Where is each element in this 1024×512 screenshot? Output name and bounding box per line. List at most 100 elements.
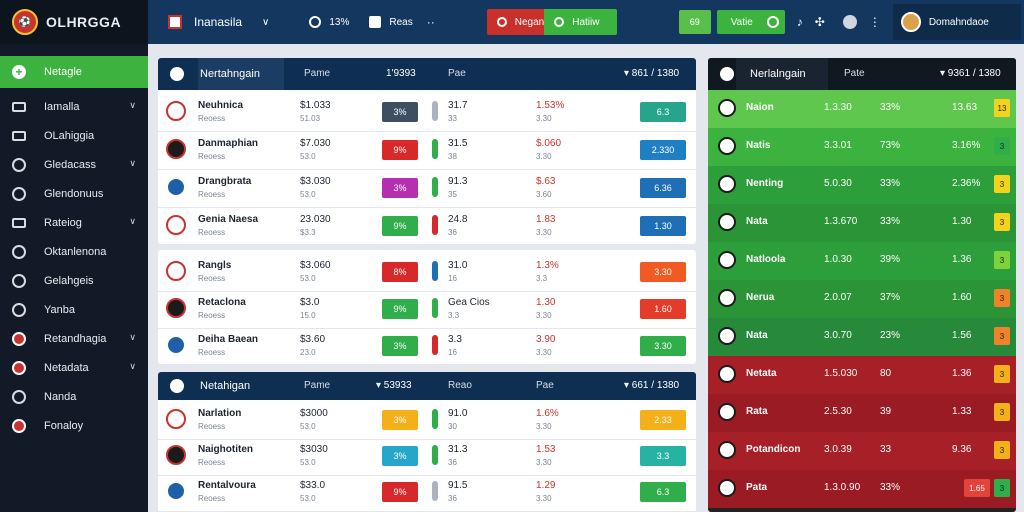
odds-button[interactable]: 3.3 [640, 446, 686, 466]
standings-row[interactable]: Nata 1.3.670 33% 1.30 3 [708, 204, 1016, 242]
tab-pate[interactable]: Pate [844, 68, 865, 79]
globe-icon[interactable] [842, 15, 857, 29]
team-name[interactable]: Naighotiten [198, 444, 253, 455]
standings-row[interactable]: Natis 3.3.01 73% 3.16% 3 [708, 128, 1016, 166]
odds-button[interactable]: 2.330 [640, 140, 686, 160]
team-name[interactable]: Danmaphian [198, 138, 259, 149]
odds-button[interactable]: 2.33 [640, 410, 686, 430]
vote-button[interactable]: Vatie [716, 10, 785, 34]
sidebar-item[interactable]: Glendonuus [0, 179, 148, 208]
table-row[interactable]: Deiha Baean Reoess $3.60 23.0 3% 3.3 16 3.90 3.3… [158, 326, 696, 364]
tab-rank[interactable]: 1'9393 [386, 68, 416, 79]
standings-row[interactable]: Potandicon 3.0.39 33 9.36 3 [708, 432, 1016, 470]
standings-row[interactable]: Nata 3.0.70 23% 1.56 3 [708, 318, 1016, 356]
more-icon[interactable]: ⋮ [868, 15, 881, 29]
team-name[interactable]: Naion [746, 102, 774, 113]
sidebar-item[interactable]: Nanda [0, 382, 148, 411]
sidebar-item[interactable]: Gelahgeis [0, 266, 148, 295]
standings-row[interactable]: Netata 1.5.030 80 1.36 3 [708, 356, 1016, 394]
rank-chip[interactable]: 3 [994, 137, 1010, 155]
odds-button[interactable]: 6.3 [640, 102, 686, 122]
rank-chip[interactable]: 3 [994, 289, 1010, 307]
rank-chip[interactable]: 3 [994, 213, 1010, 231]
brand[interactable]: ⚽ OLHRGGA [0, 0, 148, 44]
tab-range[interactable]: ▾ 661 / 1380 [624, 380, 680, 391]
team-name[interactable]: Retaclona [198, 297, 246, 308]
standings-row[interactable]: Naion 1.3.30 33% 13.63 13 [708, 90, 1016, 128]
user-menu[interactable]: Domahndaoe [892, 4, 1021, 40]
more-icon[interactable]: ·· [426, 15, 435, 29]
team-name[interactable]: Netata [746, 368, 777, 379]
rank-chip[interactable]: 3 [994, 175, 1010, 193]
panel-title[interactable]: Nertahngain [200, 68, 260, 80]
rank-chip[interactable]: 3 [994, 479, 1010, 497]
tab-range[interactable]: ▾ 861 / 1380 [624, 68, 680, 79]
team-name[interactable]: Natis [746, 140, 771, 151]
odds-chip[interactable]: 1.65 [964, 479, 990, 497]
panel-title[interactable]: Netahigan [200, 380, 251, 392]
sidebar-item[interactable]: Retandhagia ∨ [0, 324, 148, 353]
team-name[interactable]: Deiha Baean [198, 334, 259, 345]
team-name[interactable]: Rata [746, 406, 768, 417]
table-row[interactable]: Rentalvoura Reoess $33.0 53.0 9% 91.5 36 1.29 3.… [158, 472, 696, 512]
team-name[interactable]: Nenting [746, 178, 784, 189]
sidebar-item[interactable]: Yanba [0, 295, 148, 324]
odds-button[interactable]: 1.60 [640, 299, 686, 319]
tab-name[interactable]: Pame [304, 68, 331, 79]
table-row[interactable]: Retaclona Reoess $3.0 15.0 9% Gea Cios 3.3 1.30… [158, 289, 696, 329]
table-row[interactable]: Danmaphian Reoess $7.030 53.0 9% 31.5 38 $.060 3… [158, 130, 696, 170]
table-row[interactable]: Narlation Reoess $3000 53.0 3% 91.0 30 1.6% 3.30… [158, 400, 696, 440]
team-name[interactable]: Natloola [746, 254, 786, 265]
filter-red[interactable]: Negan [487, 9, 544, 35]
odds-button[interactable]: 3.30 [640, 262, 686, 282]
team-name[interactable]: Genia Naesa [198, 214, 259, 225]
rank-chip[interactable]: 3 [994, 365, 1010, 383]
tab-pae[interactable]: Pae [448, 68, 466, 79]
small-button[interactable]: 69 [678, 10, 711, 34]
team-name[interactable]: Pata [746, 482, 768, 493]
team-name[interactable]: Rentalvoura [198, 480, 256, 491]
team-name[interactable]: Potandicon [746, 444, 801, 455]
odds-button[interactable]: 1.30 [640, 216, 686, 236]
standings-row[interactable]: Natloola 1.0.30 39% 1.36 3 [708, 242, 1016, 280]
settings-icon[interactable]: ✣ [814, 15, 825, 29]
bell-icon[interactable]: ♪ [796, 15, 803, 29]
odds-button[interactable]: 6.3 [640, 482, 686, 502]
rank-chip[interactable]: 3 [994, 327, 1010, 345]
sidebar-item[interactable]: Rateiog ∨ [0, 208, 148, 237]
team-name[interactable]: Drangbrata [198, 176, 252, 187]
table-row[interactable]: Naighotiten Reoess $3030 53.0 3% 31.3 36 1.53 3.… [158, 436, 696, 476]
sidebar-item[interactable]: Fonaloy [0, 411, 148, 440]
team-name[interactable]: Nerua [746, 292, 775, 303]
standings-row[interactable]: Nerua 2.0.07 37% 1.60 3 [708, 280, 1016, 318]
tab-range[interactable]: ▾ 9361 / 1380 [940, 68, 1001, 79]
panel-title[interactable]: Nerlalngain [750, 68, 806, 80]
stat-pill[interactable]: 13% [309, 16, 349, 28]
rank-chip[interactable]: 13 [994, 99, 1010, 117]
filter-toggle[interactable]: Negan Hatiiw [486, 9, 617, 35]
table-row[interactable]: Genia Naesa Reoess 23.030 $3.3 9% 24.8 36 1.83 3… [158, 206, 696, 244]
sidebar-item[interactable]: Oktanlenona [0, 237, 148, 266]
sidebar-item[interactable]: OLahiggia [0, 121, 148, 150]
standings-row[interactable]: Rata 2.5.30 39 1.33 3 [708, 394, 1016, 432]
rank-chip[interactable]: 3 [994, 441, 1010, 459]
rank-chip[interactable]: 3 [994, 251, 1010, 269]
stat-pill[interactable]: Reas [369, 16, 413, 28]
tab-reao[interactable]: Reao [448, 380, 472, 391]
standings-row[interactable]: Nenting 5.0.30 33% 2.36% 3 [708, 166, 1016, 204]
standings-row[interactable]: Pata 1.3.0.90 33% 1.65 3 [708, 470, 1016, 508]
filter-green[interactable]: Hatiiw [544, 9, 617, 35]
tab-pae[interactable]: Pae [536, 380, 554, 391]
team-name[interactable]: Rangls [198, 260, 232, 271]
sidebar-item[interactable]: Gledacass ∨ [0, 150, 148, 179]
odds-button[interactable]: 6.36 [640, 178, 686, 198]
sidebar-item[interactable]: Netadata ∨ [0, 353, 148, 382]
table-row[interactable]: Rangls Reoess $3.060 53.0 8% 31.0 16 1.3% 3.3 3.3… [158, 252, 696, 292]
sidebar-item-active[interactable]: + Netagle [0, 56, 148, 88]
table-row[interactable]: Drangbrata Reoess $3.030 53.0 3% 91.3 35 $.63 3.… [158, 168, 696, 208]
chevron-down-icon[interactable]: ∨ [262, 16, 270, 28]
team-name[interactable]: Nata [746, 216, 768, 227]
tab-name[interactable]: Pame [304, 380, 331, 391]
tab-rank[interactable]: ▾ 53933 [376, 380, 412, 391]
odds-button[interactable]: 3.30 [640, 336, 686, 356]
